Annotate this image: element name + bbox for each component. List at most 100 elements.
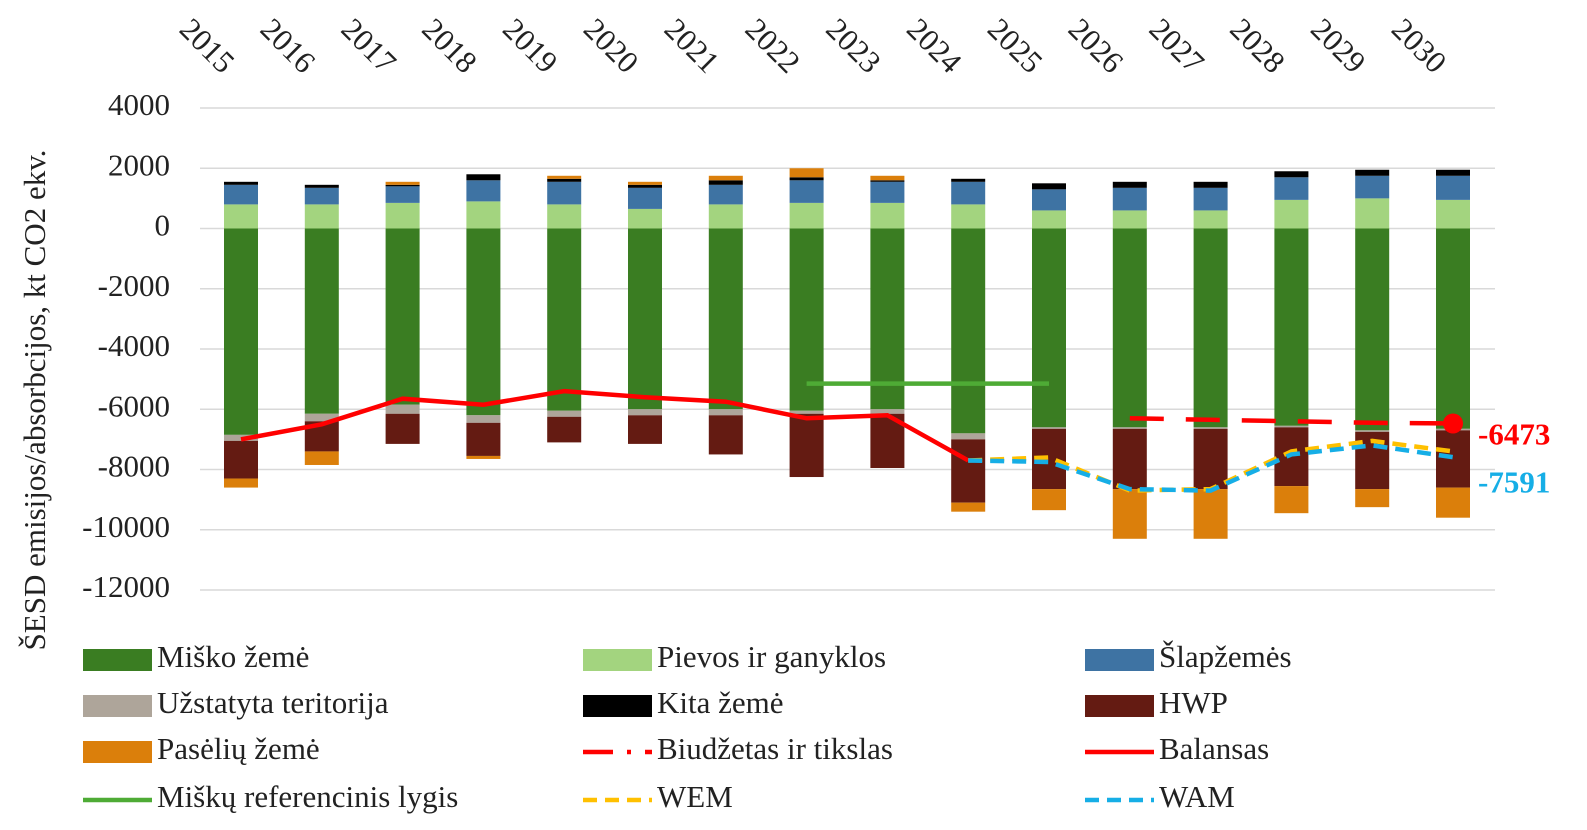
bar-segment — [547, 204, 582, 229]
bar-segment — [1355, 198, 1390, 229]
bar-segment — [628, 208, 662, 229]
bar-segment — [951, 228, 986, 434]
y-tick-label: -10000 — [82, 509, 170, 544]
bar-segment — [1112, 181, 1147, 188]
bar-segment — [1112, 228, 1147, 428]
bar-segment — [547, 178, 582, 182]
bar-segment — [1193, 428, 1228, 490]
bar-segment — [304, 413, 339, 422]
bar-segment — [628, 184, 662, 188]
bar-segment — [224, 228, 258, 435]
legend-label: Miško žemė — [157, 639, 309, 674]
bar-segment — [224, 440, 258, 479]
bar-segment — [1112, 489, 1147, 539]
bar-segment — [304, 187, 339, 205]
bar-segment — [1193, 489, 1228, 539]
bar-segment — [1436, 175, 1470, 200]
bar-segment — [870, 409, 905, 414]
bar-segment — [1112, 427, 1147, 429]
x-tick-label: 2022 — [739, 11, 808, 80]
bar-segment — [1032, 427, 1066, 429]
x-tick-label: 2016 — [254, 11, 323, 80]
bar-segment — [789, 410, 824, 414]
bar-segment — [224, 184, 258, 205]
bar-segment — [789, 413, 824, 478]
legend-swatch — [583, 649, 652, 671]
y-tick-label: -2000 — [98, 268, 170, 303]
bar-segment — [1274, 228, 1309, 426]
legend-label: Miškų referencinis lygis — [157, 779, 458, 814]
y-tick-label: 4000 — [108, 87, 170, 122]
x-tick-label: 2017 — [335, 11, 404, 80]
bar-segment — [1355, 430, 1390, 432]
bar-segment — [708, 180, 743, 185]
bar-segment — [628, 409, 662, 416]
line-series — [968, 443, 1454, 493]
bar-segment — [951, 204, 986, 229]
legend-label: Kita žemė — [657, 685, 784, 720]
bar-segment — [1274, 171, 1309, 178]
bar-segment — [1436, 228, 1470, 429]
bar-segment — [951, 439, 986, 503]
bar-segment — [304, 204, 339, 229]
bar-segment — [1193, 210, 1228, 229]
end-marker — [1443, 413, 1463, 434]
x-tick-label: 2027 — [1143, 11, 1212, 80]
legend-label: Biudžetas ir tikslas — [657, 731, 893, 766]
bar-segment — [385, 404, 420, 414]
bar-segment — [547, 416, 582, 443]
bar-segment — [1274, 486, 1309, 514]
legend-label: Pievos ir ganyklos — [657, 639, 886, 674]
bar-segment — [1355, 489, 1390, 508]
bar-segment — [708, 204, 743, 229]
legend-swatch — [1085, 649, 1154, 671]
bar-segment — [1032, 210, 1066, 229]
y-tick-label: -6000 — [98, 388, 170, 423]
bar-segment — [951, 433, 986, 440]
legend-label: Užstatyta teritorija — [157, 685, 389, 720]
y-axis-title: ŠESD emisijos/absorbcijos, kt CO2 ekv. — [17, 150, 52, 651]
y-tick-label: 0 — [155, 208, 171, 243]
bar-segment — [304, 184, 339, 188]
y-tick-label: -8000 — [98, 449, 170, 484]
bar-segment — [1436, 430, 1470, 488]
y-tick-label: 2000 — [108, 147, 170, 182]
bar-segment — [1355, 169, 1390, 176]
bar-segment — [951, 178, 986, 182]
bar-segment — [1274, 177, 1309, 200]
bar-segment — [466, 422, 501, 456]
x-tick-label: 2021 — [658, 11, 727, 80]
bar-segment — [789, 228, 824, 411]
bar-segment — [708, 175, 743, 181]
data-label: -7591 — [1478, 464, 1550, 499]
bar-segment — [1193, 181, 1228, 188]
bar-segment — [951, 181, 986, 205]
bar-segment — [385, 186, 420, 203]
bar-segment — [385, 181, 420, 185]
bar-segment — [1112, 187, 1147, 211]
bar-segment — [466, 174, 501, 181]
x-tick-label: 2028 — [1223, 11, 1292, 80]
legend-swatch — [83, 695, 152, 717]
bar-segment — [1193, 187, 1228, 211]
bar-segment — [870, 175, 905, 181]
x-tick-label: 2019 — [496, 11, 565, 80]
bar-segment — [385, 184, 420, 187]
bar-segment — [466, 180, 501, 202]
bar-segment — [1355, 228, 1390, 431]
x-tick-label: 2015 — [173, 11, 242, 80]
bar-segment — [1032, 489, 1066, 511]
bar-segment — [385, 413, 420, 444]
bar-segment — [304, 451, 339, 465]
legend-label: WAM — [1159, 779, 1235, 814]
bar-segment — [708, 415, 743, 455]
legend-swatch — [83, 741, 152, 763]
bar-segment — [951, 502, 986, 512]
bar-segment — [224, 204, 258, 229]
bar-segment — [304, 228, 339, 414]
x-tick-label: 2020 — [577, 11, 646, 80]
x-tick-label: 2024 — [900, 11, 969, 80]
bar-segment — [547, 175, 582, 179]
bar-segment — [1274, 425, 1309, 428]
